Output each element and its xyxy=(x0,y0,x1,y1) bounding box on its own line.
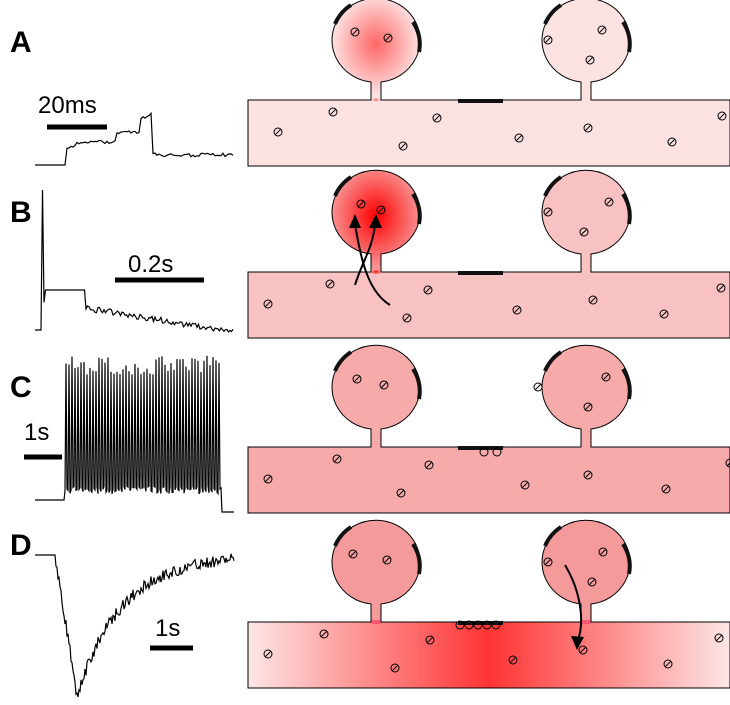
trace xyxy=(35,356,234,512)
neck-join xyxy=(372,445,381,449)
spine xyxy=(542,345,630,447)
figure: A B C D 20ms 0.2s 1s 1s xyxy=(0,0,730,705)
dendrite xyxy=(248,447,730,513)
spine xyxy=(332,520,420,622)
vesicle xyxy=(534,383,542,391)
spine xyxy=(542,0,630,100)
trace xyxy=(35,554,234,697)
scale-label: 1s xyxy=(24,419,49,446)
neck-join xyxy=(582,620,591,624)
dendrite xyxy=(248,272,730,338)
trace xyxy=(35,113,233,165)
neck-join xyxy=(582,270,591,274)
panel-label: B xyxy=(10,196,32,229)
scale-label: 1s xyxy=(155,615,180,642)
panel-label: D xyxy=(10,529,32,562)
panel-label: A xyxy=(10,26,32,59)
neck-join xyxy=(582,445,591,449)
panel-label: C xyxy=(10,371,32,404)
spine xyxy=(332,0,420,100)
scale-label: 20ms xyxy=(38,92,97,119)
spine xyxy=(542,520,630,622)
neck-join xyxy=(582,98,591,102)
neck-join xyxy=(372,620,381,624)
neck-join xyxy=(372,270,381,274)
spine xyxy=(542,170,630,272)
scale-label: 0.2s xyxy=(128,251,173,278)
spine xyxy=(332,345,420,447)
dendrite xyxy=(248,100,730,166)
neck-join xyxy=(372,98,381,102)
